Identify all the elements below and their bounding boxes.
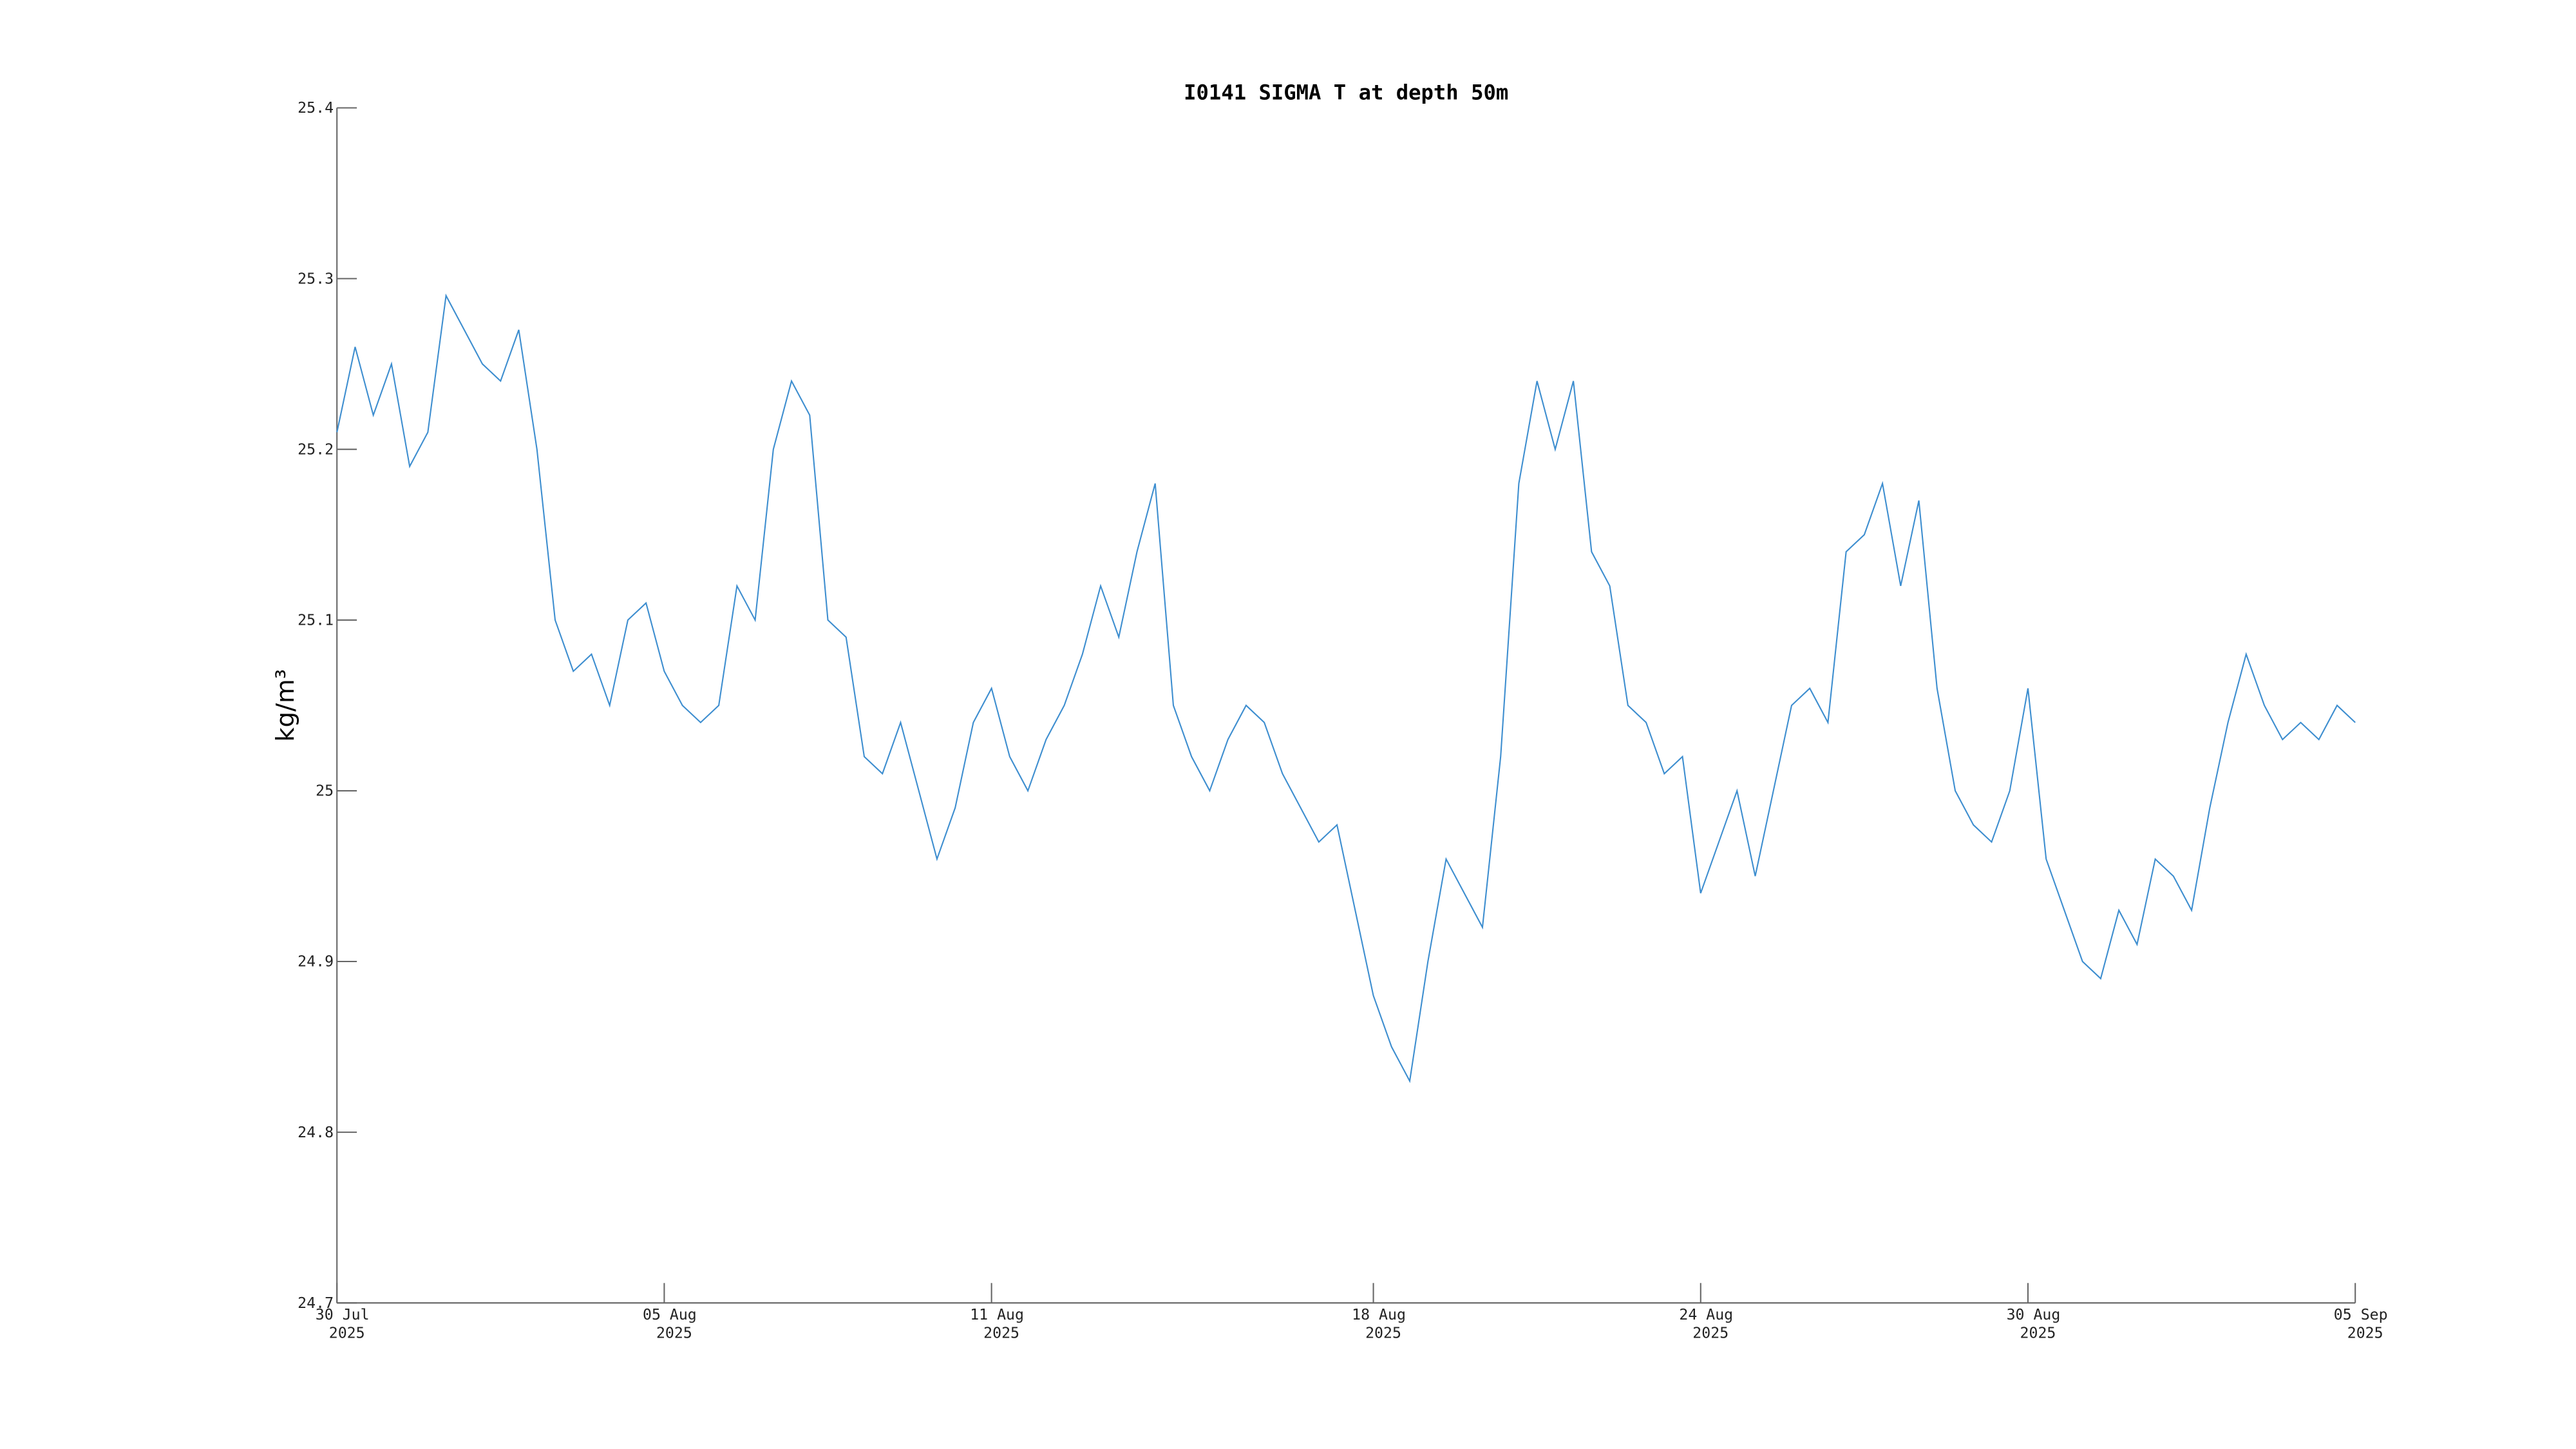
x-tick-label: 24 Aug 2025 <box>1679 1306 1742 1341</box>
y-tick-label: 25.1 <box>298 612 334 629</box>
y-tick-label: 24.9 <box>298 953 334 971</box>
y-tick-label: 25.2 <box>298 440 334 458</box>
y-tick-label: 24.7 <box>298 1294 334 1312</box>
x-tick-label-line: 2025 <box>1692 1324 1728 1341</box>
x-tick-label: 30 Jul 2025 <box>316 1306 379 1341</box>
x-tick-label-line: 30 Jul <box>316 1306 379 1323</box>
y-tick-label: 24.8 <box>298 1124 334 1141</box>
x-tick-label: 11 Aug 2025 <box>970 1306 1033 1341</box>
chart-title: I0141 SIGMA T at depth 50m <box>1184 80 1508 105</box>
x-tick-label-line: 05 Sep <box>2334 1306 2397 1323</box>
y-axis-label: kg/m³ <box>271 669 300 742</box>
x-tick-label-line: 2025 <box>1365 1324 1401 1341</box>
x-tick-label-line: 18 Aug <box>1352 1306 1415 1323</box>
x-tick-label: 18 Aug 2025 <box>1352 1306 1415 1341</box>
x-tick-label-line: 2025 <box>983 1324 1019 1341</box>
x-tick-label: 30 Aug 2025 <box>2007 1306 2070 1341</box>
y-tick-label: 25.4 <box>298 99 334 117</box>
x-tick-label-line: 30 Aug <box>2007 1306 2070 1323</box>
x-tick-label-line: 2025 <box>656 1324 692 1341</box>
x-tick-label-line: 2025 <box>2020 1324 2056 1341</box>
x-tick-label: 05 Sep 2025 <box>2334 1306 2397 1341</box>
data-line <box>336 293 2356 1083</box>
x-tick-label-line: 05 Aug <box>643 1306 706 1323</box>
x-tick-label-line: 2025 <box>329 1324 365 1341</box>
x-tick-label-line: 2025 <box>2347 1324 2383 1341</box>
x-tick-label-line: 11 Aug <box>970 1306 1033 1323</box>
y-tick-label: 25 <box>316 782 334 800</box>
x-tick-label: 05 Aug 2025 <box>643 1306 706 1341</box>
x-tick-label-line: 24 Aug <box>1679 1306 1742 1323</box>
y-tick-label: 25.3 <box>298 270 334 287</box>
